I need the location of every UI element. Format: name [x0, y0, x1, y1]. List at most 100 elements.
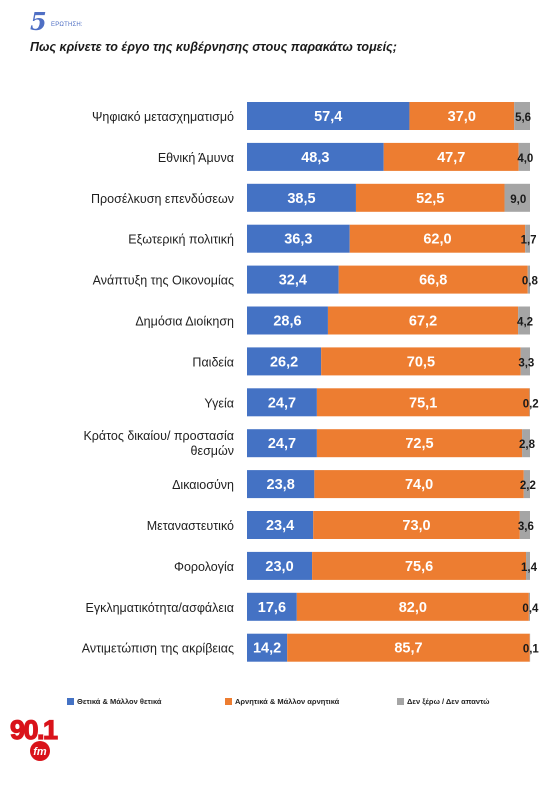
data-label: 1,4: [521, 562, 538, 574]
bar-segment: [247, 142, 384, 171]
data-label: 14,2: [253, 641, 281, 657]
data-label: 73,0: [402, 518, 430, 534]
radio-logo: 90.1 fm: [9, 714, 60, 761]
category-label-line: Δημόσια Διοίκηση: [135, 315, 234, 329]
data-label: 24,7: [268, 395, 296, 411]
category-label-line: Εγκληματικότητα/ασφάλεια: [85, 601, 234, 615]
data-label: 38,5: [287, 191, 315, 207]
bar-segment: [519, 511, 530, 539]
data-label: 0,4: [522, 603, 539, 615]
category-label-line: Κράτος δικαίου/ προστασία: [83, 429, 234, 443]
data-label: 28,6: [273, 314, 301, 330]
bar-segment: [327, 306, 519, 335]
bar-segment: [529, 388, 530, 417]
bar-segment: [247, 388, 317, 417]
bar-segment: [316, 388, 530, 417]
data-label: 3,6: [518, 521, 534, 533]
bar-segment: [523, 470, 530, 499]
legend-label-negative: Αρνητικά & Μάλλον αρνητικά: [235, 697, 340, 706]
legend-swatch-positive: [67, 698, 74, 705]
category-label-line: Παιδεία: [192, 355, 234, 369]
bar-segment: [522, 429, 530, 458]
data-label: 26,2: [270, 354, 298, 370]
category-label-line: Προσέλκυση επενδύσεων: [91, 192, 234, 206]
data-label: 0,1: [523, 644, 540, 656]
category-label-line: Φορολογία: [174, 560, 234, 574]
bar-segment: [247, 511, 314, 539]
category-label: Παιδεία: [192, 355, 234, 369]
data-label: 5,6: [515, 112, 531, 124]
bar-segment: [409, 102, 515, 130]
category-label: Ψηφιακό μετασχηματισμό: [92, 110, 234, 124]
data-label: 75,6: [405, 559, 433, 575]
category-label-line: Αντιμετώπιση της ακρίβειας: [82, 642, 234, 656]
bar-segment: [287, 633, 530, 662]
category-label-line: Μεταναστευτικό: [147, 519, 234, 533]
bar-segment: [312, 551, 527, 580]
data-label: 72,5: [405, 436, 433, 452]
category-label-line: Εξωτερική πολιτική: [128, 233, 234, 247]
data-label: 36,3: [284, 232, 312, 248]
legend-item-positive: Θετικά & Μάλλον θετικά: [67, 697, 162, 706]
category-label-line: Δικαιοσύνη: [172, 478, 234, 492]
logo-sub-text: fm: [33, 746, 47, 758]
data-label: 57,4: [314, 109, 342, 125]
data-label: 62,0: [423, 232, 451, 248]
bar-segment: [247, 633, 288, 662]
data-label: 23,0: [265, 559, 293, 575]
data-label: 0,2: [523, 398, 539, 410]
bar-segment: [313, 511, 520, 539]
data-label: 3,3: [518, 357, 534, 369]
bar-segment: [514, 102, 530, 130]
category-label: Φορολογία: [174, 560, 234, 574]
data-label: 2,8: [519, 439, 536, 451]
bar-segment: [518, 142, 530, 171]
chart-legend: Θετικά & Μάλλον θετικά Αρνητικά & Μάλλον…: [67, 697, 550, 711]
legend-label-dont-know: Δεν ξέρω / Δεν απαντώ: [407, 697, 490, 706]
question-label: ΕΡΩΤΗΣΗ:: [51, 22, 83, 28]
category-label: Ανάπτυξη της Οικονομίας: [93, 274, 234, 288]
category-label-line: Ανάπτυξη της Οικονομίας: [93, 274, 234, 288]
category-label: Εθνική Άμυνα: [158, 151, 234, 165]
bar-segment: [528, 592, 530, 621]
category-label: Προσέλκυση επενδύσεων: [91, 192, 234, 206]
bar-segment: [338, 265, 528, 294]
bar-segment: [525, 224, 530, 253]
bar-segment: [247, 102, 410, 130]
data-label: 52,5: [416, 191, 444, 207]
category-label: Αντιμετώπιση της ακρίβειας: [82, 642, 234, 656]
bar-segment: [247, 429, 317, 458]
data-label: 9,0: [510, 194, 526, 206]
bar-segment: [504, 183, 530, 212]
category-label: Δημόσια Διοίκηση: [135, 315, 234, 329]
legend-swatch-dont-know: [397, 698, 404, 705]
data-label: 24,7: [268, 436, 296, 452]
data-label: 48,3: [301, 150, 329, 166]
data-label: 47,7: [437, 150, 465, 166]
category-label: Εγκληματικότητα/ασφάλεια: [85, 601, 234, 615]
legend-label-positive: Θετικά & Μάλλον θετικά: [77, 697, 162, 706]
bar-segment: [247, 265, 339, 294]
bar-segment: [247, 224, 350, 253]
data-label: 4,0: [517, 153, 533, 165]
bar-segment: [247, 470, 315, 499]
bar-segment: [527, 265, 530, 294]
category-label-line: Εθνική Άμυνα: [158, 151, 234, 165]
data-label: 66,8: [419, 273, 447, 289]
category-label: Κράτος δικαίου/ προστασία θεσμών: [83, 429, 234, 458]
bar-segment: [247, 592, 297, 621]
category-label: Δικαιοσύνη: [172, 478, 234, 492]
bar-segment: [314, 470, 524, 499]
question-header: 5 ΕΡΩΤΗΣΗ: Πως κρίνετε το έργο της κυβέρ…: [30, 10, 540, 60]
data-label: 32,4: [279, 273, 307, 289]
data-label: 70,5: [407, 354, 435, 370]
stacked-bar-chart: Ψηφιακό μετασχηματισμό 57,4 37,0 5,6 Εθνική …: [82, 102, 540, 662]
category-label-line: Ψηφιακό μετασχηματισμό: [92, 110, 234, 124]
legend-item-negative: Αρνητικά & Μάλλον αρνητικά: [225, 697, 339, 706]
data-label: 74,0: [405, 477, 433, 493]
bar-segment: [247, 183, 356, 212]
data-label: 0,8: [522, 276, 539, 288]
data-label: 85,7: [394, 641, 422, 657]
legend-swatch-negative: [225, 698, 232, 705]
bar-segment: [247, 347, 322, 376]
